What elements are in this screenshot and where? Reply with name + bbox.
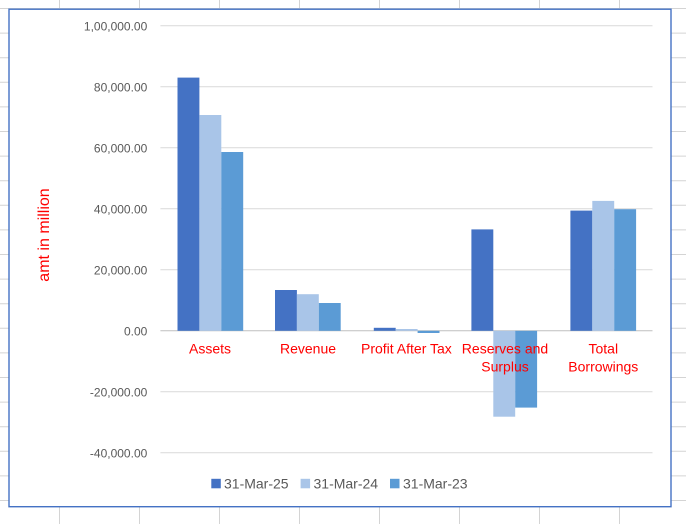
svg-text:0.00: 0.00 <box>124 324 148 338</box>
svg-text:80,000.00: 80,000.00 <box>94 80 148 94</box>
svg-text:31-Mar-23: 31-Mar-23 <box>403 476 468 492</box>
svg-text:amt in million: amt in million <box>36 188 53 281</box>
svg-text:-20,000.00: -20,000.00 <box>90 385 148 399</box>
svg-text:Profit After Tax: Profit After Tax <box>361 340 452 356</box>
svg-text:60,000.00: 60,000.00 <box>94 141 148 155</box>
svg-text:Borrowings: Borrowings <box>568 358 638 374</box>
svg-text:31-Mar-25: 31-Mar-25 <box>224 476 289 492</box>
svg-text:40,000.00: 40,000.00 <box>94 202 148 216</box>
svg-text:20,000.00: 20,000.00 <box>94 263 148 277</box>
svg-text:Total: Total <box>589 340 619 356</box>
svg-text:Revenue: Revenue <box>280 340 336 356</box>
svg-text:1,00,000.00: 1,00,000.00 <box>84 19 148 33</box>
svg-text:Surplus: Surplus <box>481 358 528 374</box>
svg-text:Assets: Assets <box>189 340 231 356</box>
svg-text:31-Mar-24: 31-Mar-24 <box>314 476 379 492</box>
svg-text:-40,000.00: -40,000.00 <box>90 446 148 460</box>
svg-text:Reserves and: Reserves and <box>462 340 548 356</box>
